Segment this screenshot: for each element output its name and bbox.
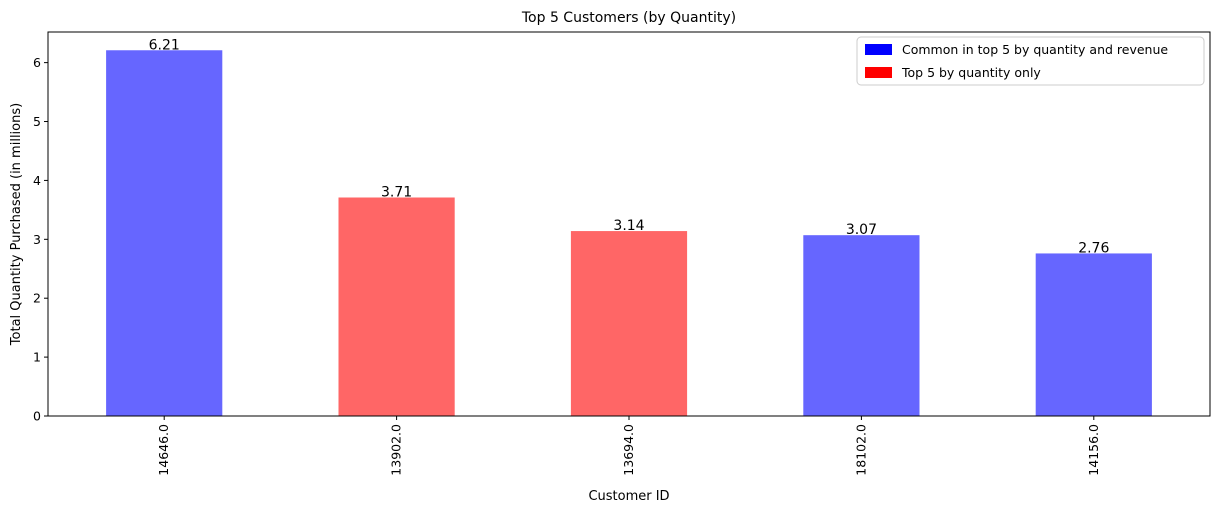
bar-value-label: 6.21 [149, 37, 180, 53]
bar-labels-group: 6.21 3.71 3.14 3.07 2.76 [149, 37, 1110, 256]
legend-frame [856, 36, 1205, 86]
legend: Common in top 5 by quantity and revenue … [856, 36, 1205, 86]
x-axis-label: Customer ID [588, 489, 669, 504]
bar-value-label: 2.76 [1078, 240, 1109, 256]
y-tick-label: 1 [33, 350, 41, 365]
y-axis: 0 1 2 3 4 5 6 [33, 55, 48, 424]
bar-18102.0 [803, 235, 920, 416]
bar-value-label: 3.07 [846, 222, 877, 238]
x-tick-label: 13902.0 [389, 424, 404, 476]
legend-label-common: Common in top 5 by quantity and revenue [902, 42, 1168, 57]
y-tick-label: 3 [33, 232, 41, 247]
bar-value-label: 3.14 [613, 218, 644, 234]
legend-swatch-quantity-only [865, 67, 892, 78]
bar-14156.0 [1035, 253, 1152, 416]
bar-13694.0 [570, 231, 688, 416]
y-tick-label: 5 [33, 114, 41, 129]
y-tick-label: 0 [33, 409, 41, 424]
x-axis: 14646.0 13902.0 13694.0 18102.0 14156.0 [156, 416, 1101, 476]
x-tick-label: 13694.0 [621, 424, 636, 476]
bar-value-label: 3.71 [381, 184, 412, 200]
y-axis-label: Total Quantity Purchased (in millions) [9, 103, 24, 346]
legend-swatch-common [865, 44, 892, 55]
x-tick-label: 14646.0 [156, 424, 171, 476]
bar-14646.0 [106, 50, 223, 417]
x-tick-label: 14156.0 [1086, 424, 1101, 476]
y-tick-label: 4 [33, 173, 41, 188]
y-tick-label: 6 [33, 55, 41, 70]
bars-group [106, 50, 1152, 417]
legend-label-quantity-only: Top 5 by quantity only [901, 65, 1041, 80]
bar-13902.0 [338, 197, 455, 416]
chart-title: Top 5 Customers (by Quantity) [521, 10, 736, 26]
x-tick-label: 18102.0 [853, 424, 868, 476]
y-tick-label: 2 [33, 291, 41, 306]
